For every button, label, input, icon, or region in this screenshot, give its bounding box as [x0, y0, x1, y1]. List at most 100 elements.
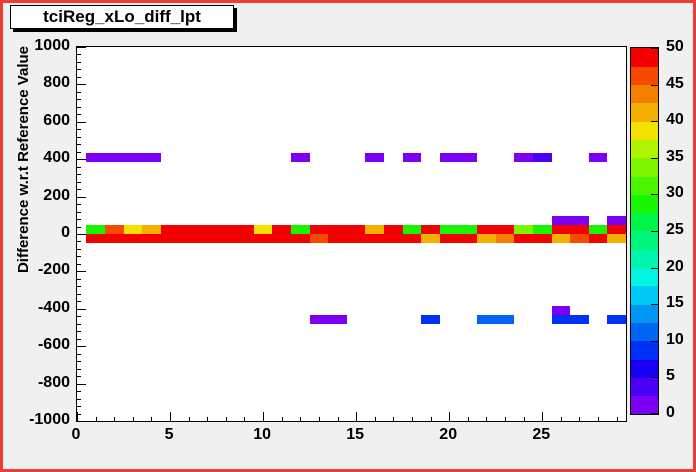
heatmap-cell [346, 234, 366, 243]
y-axis-major-tick [77, 346, 86, 348]
y-axis-minor-tick [77, 219, 81, 221]
y-axis-tick-label: 400 [43, 149, 70, 167]
palette-tick-label: 25 [666, 221, 684, 238]
y-axis-minor-tick [77, 211, 81, 213]
y-axis-tick-label: 800 [43, 74, 70, 92]
heatmap-cell [384, 225, 403, 234]
heatmap-cell [588, 225, 608, 234]
heatmap-cell [86, 225, 105, 234]
palette-tick-label: 15 [666, 294, 684, 312]
heatmap-cell [272, 225, 292, 234]
palette-band [631, 285, 658, 305]
y-axis-tick-label: -400 [37, 298, 70, 316]
palette-color-scale [630, 47, 659, 415]
heatmap-cell [421, 234, 440, 243]
y-axis-minor-tick [77, 54, 81, 56]
x-axis-minor-tick [244, 417, 246, 421]
palette-tick [651, 340, 658, 342]
x-axis-minor-tick [579, 417, 581, 421]
heatmap-cell [570, 216, 589, 226]
heatmap-cell [588, 153, 608, 163]
y-axis-minor-tick [77, 166, 81, 168]
y-axis-major-tick [77, 421, 86, 422]
x-axis-minor-tick [411, 417, 413, 421]
heatmap-cell [179, 234, 198, 243]
y-axis-minor-tick [77, 406, 81, 408]
palette-tick-label: 0 [666, 404, 675, 421]
heatmap-cell [253, 225, 273, 234]
x-axis-minor-tick [598, 417, 600, 421]
y-axis-tick-label: 1000 [34, 37, 70, 54]
y-axis-major-tick [77, 84, 86, 86]
palette-tick [651, 377, 658, 379]
heatmap-cell [458, 153, 478, 163]
heatmap-cell [291, 234, 310, 243]
x-axis-major-tick [77, 412, 78, 421]
y-axis-minor-tick [77, 376, 81, 378]
y-axis-minor-tick [77, 129, 81, 131]
y-axis-major-tick [77, 383, 86, 385]
palette-tick [651, 84, 658, 86]
palette-band [631, 359, 658, 378]
palette-band [631, 340, 658, 360]
heatmap-cell [291, 153, 310, 163]
x-axis-minor-tick [318, 417, 320, 421]
palette-band [631, 267, 658, 287]
x-axis-minor-tick [132, 417, 134, 421]
y-axis-minor-tick [77, 293, 81, 295]
x-axis-minor-tick [393, 417, 395, 421]
heatmap-cell [365, 225, 385, 234]
heatmap-cell [142, 225, 161, 234]
palette-band [631, 157, 658, 177]
palette-band [631, 231, 658, 250]
y-axis-minor-tick [77, 91, 81, 93]
y-axis-minor-tick [77, 99, 81, 101]
heatmap-cell [160, 234, 180, 243]
heatmap-cell [607, 314, 626, 324]
palette-band [631, 66, 658, 86]
heatmap-cell [421, 314, 440, 324]
x-axis-major-tick [449, 412, 451, 421]
heatmap-cell [532, 234, 552, 243]
heatmap-cell [551, 305, 571, 315]
x-axis-minor-tick [281, 417, 283, 421]
x-axis-minor-tick [505, 417, 507, 421]
y-axis-minor-tick [77, 189, 81, 191]
palette-tick [651, 121, 658, 123]
heatmap-cell [439, 225, 459, 234]
y-axis-minor-tick [77, 301, 81, 303]
y-axis-tick-label: -1000 [29, 411, 70, 428]
x-axis-minor-tick [337, 417, 339, 421]
heatmap-cell [86, 153, 105, 163]
heatmap-cell [607, 216, 626, 226]
x-axis-major-tick [542, 412, 544, 421]
heatmap-cell [495, 234, 515, 243]
heatmap-cell [384, 234, 403, 243]
y-axis-minor-tick [77, 278, 81, 280]
x-axis-minor-tick [114, 417, 116, 421]
y-axis-minor-tick [77, 338, 81, 340]
x-axis-tick-label: 10 [253, 426, 271, 443]
x-axis-minor-tick [430, 417, 432, 421]
y-axis-minor-tick [77, 263, 81, 265]
palette-band [631, 194, 658, 214]
heatmap-cell [160, 225, 180, 234]
y-axis-minor-tick [77, 316, 81, 318]
heatmap-cell [142, 153, 161, 163]
heatmap-cell [328, 314, 347, 324]
x-axis-tick-label: 5 [164, 426, 174, 443]
palette-tick-label: 35 [666, 147, 684, 165]
x-axis-minor-tick [225, 417, 227, 421]
y-axis-major-tick [77, 121, 86, 123]
heatmap-cell [253, 234, 273, 243]
y-axis-minor-tick [77, 353, 81, 355]
heatmap-cell [477, 234, 496, 243]
y-axis-minor-tick [77, 174, 81, 176]
heatmap-cell [309, 225, 329, 234]
y-axis-minor-tick [77, 331, 81, 333]
y-axis-minor-tick [77, 151, 81, 153]
heatmap-cell [365, 153, 385, 163]
heatmap-cell [402, 225, 422, 234]
y-axis-minor-tick [77, 286, 81, 288]
